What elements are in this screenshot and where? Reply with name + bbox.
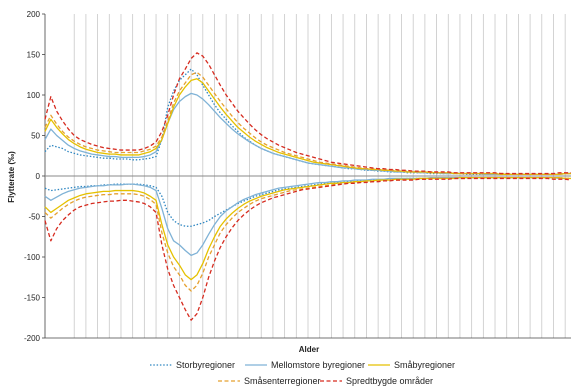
legend-label: Spredtbygde områder xyxy=(346,376,433,386)
y-tick-label: 150 xyxy=(27,51,41,60)
series-1-out-line xyxy=(44,176,571,227)
y-tick-label: -150 xyxy=(24,294,41,303)
legend-label: Mellomstore byregioner xyxy=(271,360,365,370)
series-5-in-line xyxy=(44,52,571,175)
legend-label: Småsenterregioner xyxy=(244,376,321,386)
y-tick-label: 50 xyxy=(31,132,40,141)
axis-layer xyxy=(42,13,571,339)
y-tick-label: 0 xyxy=(36,172,41,181)
label-layer: 200 150 100 50 0 -50 -100 -150 -200 xyxy=(24,10,41,343)
series-2-in-line xyxy=(44,92,571,176)
series-5-out-line xyxy=(44,177,571,321)
y-tick-label: 100 xyxy=(27,91,41,100)
y-tick-label: -50 xyxy=(28,213,40,222)
x-axis-title: Alder xyxy=(299,345,319,354)
y-tick-label: -200 xyxy=(24,334,41,343)
series-layer xyxy=(44,52,571,321)
series-4-in-line xyxy=(44,71,571,176)
legend-label: Småbyregioner xyxy=(394,360,455,370)
y-tick-label: 200 xyxy=(27,10,41,19)
series-4-out-line xyxy=(44,176,571,292)
series-2-out-line xyxy=(44,176,566,257)
legend: Storbyregioner Mellomstore byregioner Småb… xyxy=(150,360,455,386)
y-axis-title: Flytterate (‰) xyxy=(7,151,16,203)
legend-label: Storbyregioner xyxy=(176,360,235,370)
y-tick-label: -100 xyxy=(24,253,41,262)
